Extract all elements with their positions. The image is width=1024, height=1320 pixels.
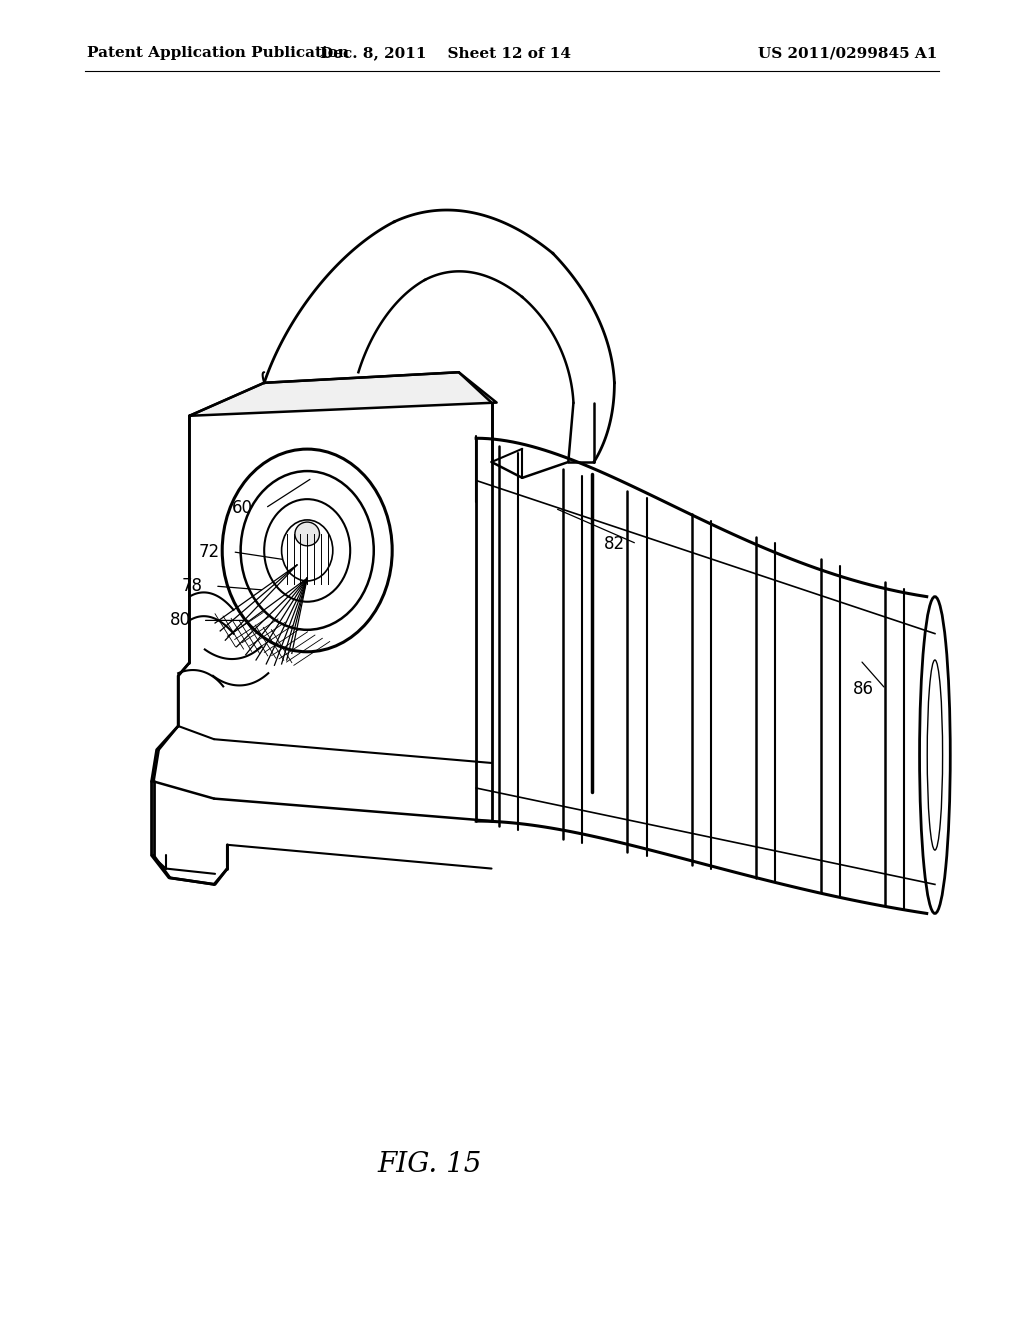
Text: US 2011/0299845 A1: US 2011/0299845 A1	[758, 46, 937, 61]
Text: 72: 72	[199, 543, 220, 561]
Text: 82: 82	[603, 535, 625, 553]
Text: 78: 78	[181, 577, 203, 595]
Ellipse shape	[295, 521, 319, 546]
Text: 80: 80	[169, 611, 190, 630]
Text: Dec. 8, 2011    Sheet 12 of 14: Dec. 8, 2011 Sheet 12 of 14	[319, 46, 571, 61]
Text: Patent Application Publication: Patent Application Publication	[87, 46, 349, 61]
Text: FIG. 15: FIG. 15	[378, 1151, 482, 1177]
Ellipse shape	[282, 520, 333, 581]
Text: 60: 60	[231, 499, 253, 517]
Text: 86: 86	[852, 680, 873, 698]
Polygon shape	[189, 372, 497, 416]
